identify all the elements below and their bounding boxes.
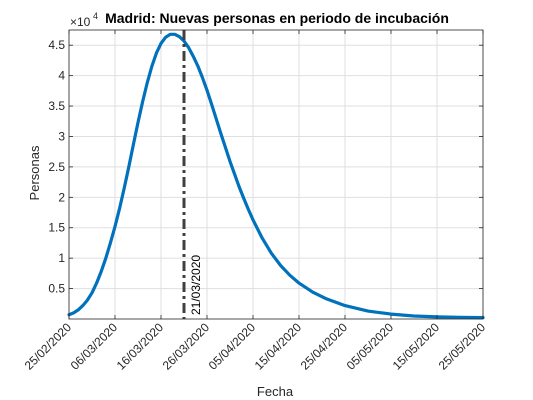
y-tick-label: 3 xyxy=(58,129,65,143)
grid xyxy=(68,30,484,319)
x-tick-label: 25/04/2020 xyxy=(298,320,351,373)
y-tick-label: 1 xyxy=(58,251,65,265)
x-tick-label: 06/03/2020 xyxy=(68,320,121,373)
x-tick-label: 05/04/2020 xyxy=(206,320,259,373)
y-exponent: 4 xyxy=(93,11,98,21)
x-tick-label: 15/05/2020 xyxy=(390,320,443,373)
x-axis-label: Fecha xyxy=(257,384,294,399)
series-line xyxy=(67,32,485,320)
series-layer: 21/03/2020 xyxy=(67,30,485,320)
x-tick-label: 26/03/2020 xyxy=(160,320,213,373)
x-tick-label: 25/05/2020 xyxy=(436,320,489,373)
x-tick-label: 25/02/2020 xyxy=(22,320,75,373)
axes-frame xyxy=(68,29,484,320)
x-tick-label: 15/04/2020 xyxy=(252,320,305,373)
y-tick-label: 3.5 xyxy=(48,99,65,113)
peak-date-label: 21/03/2020 xyxy=(189,255,203,315)
chart-title: Madrid: Nuevas personas en periodo de in… xyxy=(105,10,449,26)
tick-labels: 25/02/202006/03/202016/03/202026/03/2020… xyxy=(22,38,489,372)
y-tick-label: 0.5 xyxy=(48,282,65,296)
x-tick-label: 05/05/2020 xyxy=(344,320,397,373)
x-tick-label: 16/03/2020 xyxy=(114,320,167,373)
y-tick-label: 4.5 xyxy=(48,38,65,52)
y-tick-label: 2.5 xyxy=(48,160,65,174)
y-tick-label: 1.5 xyxy=(48,221,65,235)
y-tick-label: 4 xyxy=(58,69,65,83)
y-tick-label: 2 xyxy=(58,190,65,204)
y-axis-label: Personas xyxy=(27,145,42,200)
plot-frame xyxy=(68,29,484,320)
y-exponent-base: ×10 xyxy=(70,15,91,29)
